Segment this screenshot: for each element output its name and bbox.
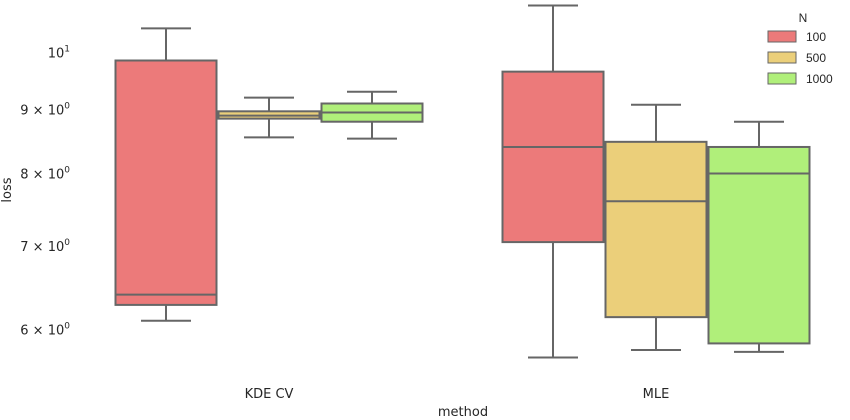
x-tick-label: MLE [643,387,670,402]
x-tick-labels: KDE CV MLE [245,387,670,402]
y-tick-labels: 6 × 100 7 × 100 8 × 100 9 × 100 101 [20,44,70,338]
y-tick-label: 9 × 100 [20,102,70,119]
legend-swatch [767,72,797,85]
boxes-layer [114,4,811,359]
box-100-mle [501,4,605,359]
box-500-mle [604,103,708,351]
y-tick-label: 101 [48,44,70,61]
legend-title: N [799,11,808,25]
iqr-box [501,70,605,244]
legend: N 100 500 1000 [767,11,833,86]
x-tick-label: KDE CV [245,387,294,402]
iqr-box [707,145,811,345]
legend-swatch [767,30,797,43]
legend-swatch [767,51,797,64]
y-axis-label: loss [0,177,15,202]
legend-label: 100 [806,30,826,44]
box-100-kde-cv [114,27,218,322]
x-axis-label: method [438,405,488,420]
y-tick-label: 6 × 100 [20,322,70,339]
legend-label: 500 [806,51,826,65]
y-tick-label: 8 × 100 [20,165,70,182]
box-1000-mle [707,120,811,353]
y-tick-label: 7 × 100 [20,238,70,255]
iqr-box [114,59,218,306]
box-500-kde-cv [217,96,321,139]
iqr-box [604,140,708,319]
box-1000-kde-cv [320,90,424,140]
legend-label: 1000 [806,72,833,86]
